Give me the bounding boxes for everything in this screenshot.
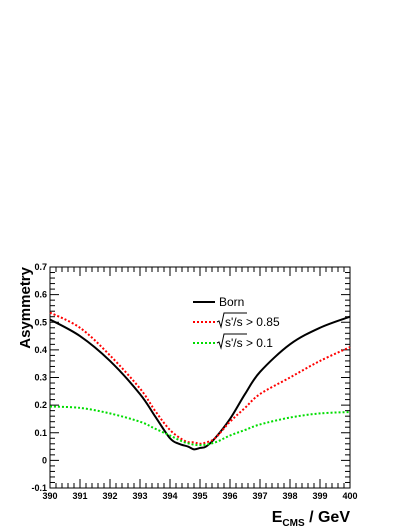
- x-tick-label: 398: [282, 491, 297, 501]
- x-tick-label: 394: [162, 491, 177, 501]
- legend-label-0: Born: [219, 295, 244, 309]
- sqrt-symbol: [216, 312, 247, 329]
- x-tick-label: 396: [222, 491, 237, 501]
- axis-titles: Asymmetry ECMS / GeV: [17, 266, 350, 529]
- x-tick-label: 397: [252, 491, 267, 501]
- x-tick-label: 399: [312, 491, 327, 501]
- legend-label-1: s'/s > 0.85: [225, 315, 280, 329]
- x-tick-label: 390: [42, 491, 57, 501]
- y-tick-label: -0.1: [31, 483, 47, 493]
- x-tick-label: 391: [72, 491, 87, 501]
- y-tick-label: 0.3: [34, 373, 47, 383]
- x-tick-label: 400: [342, 491, 357, 501]
- x-tick-label: 393: [132, 491, 147, 501]
- y-tick-label: 0: [42, 455, 47, 465]
- y-axis-title: Asymmetry: [17, 266, 34, 348]
- legend: Born s'/s > 0.85 s'/s > 0.1: [193, 295, 280, 350]
- x-tick-label: 392: [102, 491, 117, 501]
- x-title-subscript: CMS: [282, 518, 305, 529]
- y-tick-label: 0.7: [34, 262, 47, 272]
- y-tick-label: 0.4: [34, 345, 47, 355]
- legend-label-2: s'/s > 0.1: [225, 336, 273, 350]
- axes: 390 391 392 393 394 395 396 397 398 399 400 -0.1 0 0.…: [31, 262, 357, 501]
- series-line-1: [49, 311, 351, 445]
- series-line-0: [49, 315, 351, 451]
- sqrt-symbol: [216, 333, 247, 350]
- x-title-main: E: [272, 509, 283, 526]
- series-curves: [49, 311, 351, 451]
- x-axis-title: ECMS / GeV: [272, 509, 351, 529]
- x-tick-label: 395: [192, 491, 207, 501]
- x-title-unit: / GeV: [305, 509, 351, 526]
- y-tick-label: 0.2: [34, 400, 47, 410]
- series-line-2: [49, 405, 351, 447]
- y-tick-label: 0.6: [34, 290, 47, 300]
- plot-frame: [49, 266, 351, 489]
- y-tick-label: 0.1: [34, 428, 47, 438]
- y-tick-label: 0.5: [34, 317, 47, 327]
